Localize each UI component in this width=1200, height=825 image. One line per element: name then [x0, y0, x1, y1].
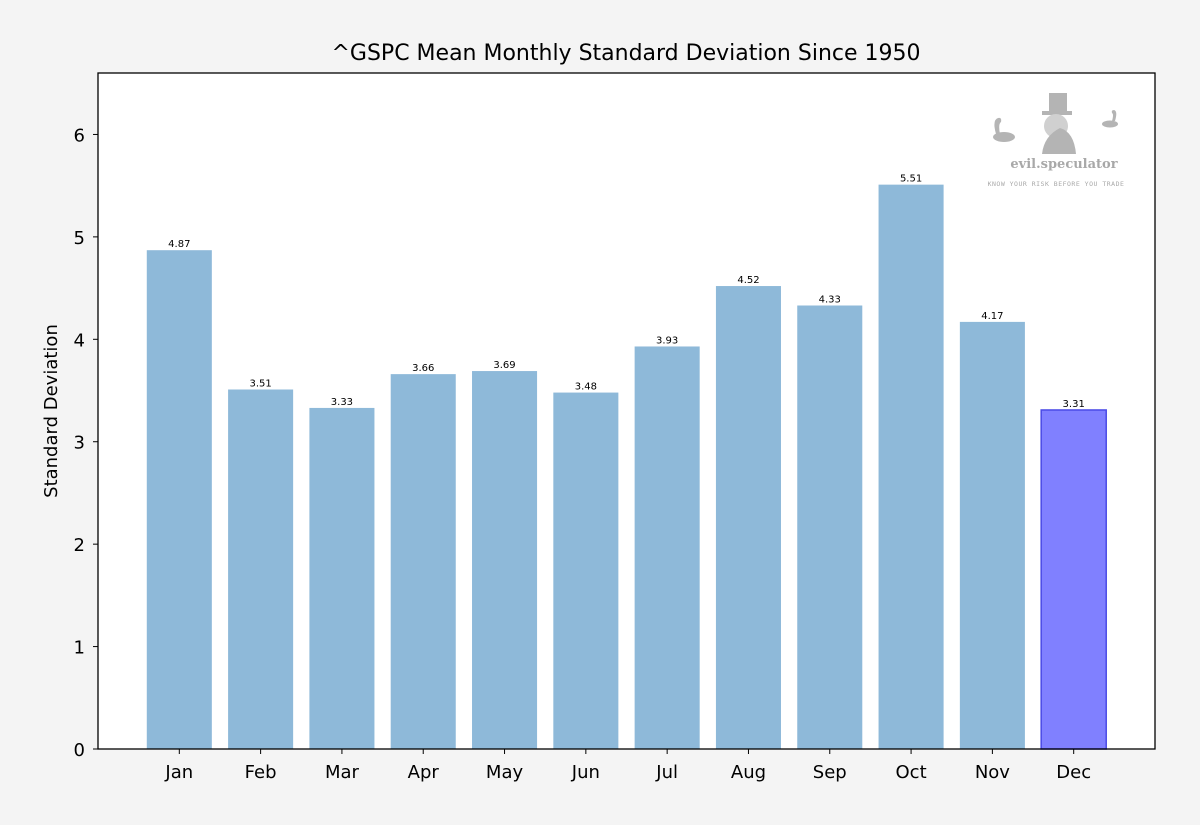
bar-label-aug: 4.52 [737, 275, 759, 286]
bar-may [472, 371, 538, 749]
bar-apr [390, 374, 456, 749]
watermark-brand: evil.speculator [1010, 157, 1117, 172]
bar-label-sep: 4.33 [819, 295, 841, 306]
y-axis-ticks: 0 1 2 3 4 5 6 [74, 125, 98, 761]
x-tick-label-feb: Feb [245, 762, 277, 783]
x-tick-label-aug: Aug [731, 762, 766, 783]
x-tick-label-jan: Jan [164, 762, 193, 783]
bar-feb [228, 389, 294, 749]
y-tick-label-2: 2 [74, 535, 85, 556]
watermark: evil.speculator KNOW YOUR RISK BEFORE YO… [988, 93, 1125, 188]
bar-label-nov: 4.17 [981, 311, 1003, 322]
bar-label-apr: 3.66 [412, 363, 434, 374]
bar-mar [309, 407, 375, 749]
swan-icon [993, 117, 1015, 142]
speculator-mascot-icon [1042, 93, 1076, 154]
y-tick-label-4: 4 [74, 330, 85, 351]
x-tick-label-sep: Sep [813, 762, 847, 783]
x-tick-label-mar: Mar [325, 762, 360, 783]
x-tick-label-dec: Dec [1056, 762, 1091, 783]
x-axis-ticks: Jan Feb Mar Apr May Jun Jul Aug Sep Oct Nov Dec [164, 749, 1091, 783]
chart-title: ^GSPC Mean Monthly Standard Deviation Si… [331, 41, 920, 66]
bar-label-may: 3.69 [493, 360, 515, 371]
bars [146, 184, 1107, 750]
y-tick-label-1: 1 [74, 638, 85, 659]
bar-jan [146, 250, 212, 749]
y-tick-label-0: 0 [74, 740, 85, 761]
bar-aug [715, 286, 781, 749]
x-tick-label-jun: Jun [571, 762, 600, 783]
bar-dec [1040, 409, 1107, 750]
x-tick-label-nov: Nov [975, 762, 1010, 783]
bar-labels: 4.87 3.51 3.33 3.66 3.69 3.48 3.93 4.52 4.33 5.51… [168, 174, 1085, 410]
watermark-tagline: KNOW YOUR RISK BEFORE YOU TRADE [988, 180, 1125, 188]
bar-nov [959, 321, 1025, 749]
bar-sep [797, 305, 863, 749]
x-tick-label-apr: Apr [408, 762, 440, 783]
bar-label-dec: 3.31 [1063, 399, 1085, 410]
bar-label-jul: 3.93 [656, 335, 678, 346]
bar-label-jan: 4.87 [168, 239, 190, 250]
bar-label-mar: 3.33 [331, 397, 353, 408]
bar-jul [634, 346, 700, 749]
x-tick-label-jul: Jul [655, 762, 678, 783]
bar-label-oct: 5.51 [900, 174, 922, 185]
y-tick-label-3: 3 [74, 433, 85, 454]
y-tick-label-5: 5 [74, 228, 85, 249]
y-axis-label: Standard Deviation [41, 324, 62, 498]
axes-frame [97, 72, 1156, 750]
y-tick-label-6: 6 [74, 125, 85, 146]
bar-oct [878, 184, 944, 749]
x-tick-label-may: May [486, 762, 524, 783]
swan-icon [1102, 110, 1118, 128]
bar-label-feb: 3.51 [249, 378, 271, 389]
bar-jun [553, 392, 619, 749]
x-tick-label-oct: Oct [896, 762, 927, 783]
bar-label-jun: 3.48 [575, 382, 597, 393]
